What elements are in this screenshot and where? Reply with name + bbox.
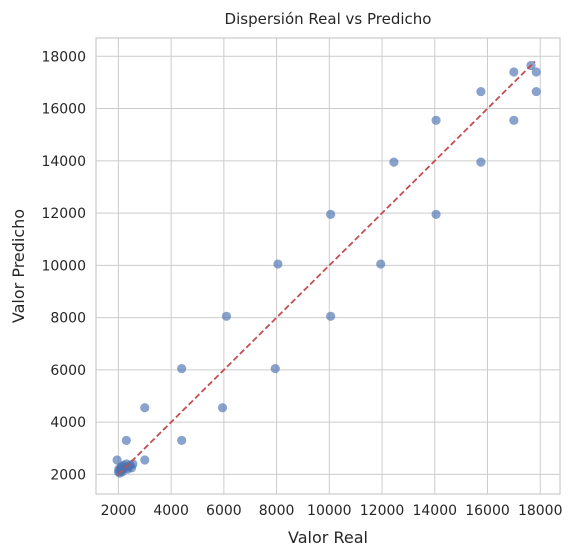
y-tick-label: 16000 xyxy=(41,102,86,118)
data-point xyxy=(376,259,386,269)
x-tick-label: 8000 xyxy=(259,503,295,519)
y-tick-label: 4000 xyxy=(50,415,86,431)
data-point xyxy=(221,311,232,321)
y-tick-label: 2000 xyxy=(50,467,86,483)
reference-line xyxy=(117,60,536,476)
data-point xyxy=(476,157,486,167)
x-tick-label: 14000 xyxy=(412,503,457,519)
data-point xyxy=(431,115,441,125)
y-axis-label: Valor Predicho xyxy=(9,209,28,323)
x-tick-label: 16000 xyxy=(465,503,510,519)
data-point xyxy=(509,115,519,125)
x-tick-label: 18000 xyxy=(518,503,563,519)
data-point xyxy=(270,363,280,374)
chart-title: Dispersión Real vs Predicho xyxy=(225,10,432,28)
data-point xyxy=(177,435,187,446)
x-tick-label: 10000 xyxy=(307,503,352,519)
y-tick-labels: 2000 4000 6000 8000 10000 12000 14000 16000 1800… xyxy=(41,49,86,483)
data-point xyxy=(326,209,336,219)
data-point xyxy=(140,455,150,465)
data-point xyxy=(177,363,187,374)
y-tick-label: 6000 xyxy=(50,363,86,379)
data-point xyxy=(217,403,228,413)
data-point xyxy=(509,67,519,77)
data-point xyxy=(112,455,122,465)
data-point xyxy=(389,157,399,167)
y-tick-label: 12000 xyxy=(41,206,86,222)
data-point xyxy=(273,259,283,269)
x-tick-label: 2000 xyxy=(101,503,137,519)
data-point xyxy=(531,67,541,77)
data-point xyxy=(128,459,138,469)
x-tick-label: 12000 xyxy=(360,503,405,519)
plot-frame xyxy=(95,37,561,495)
y-tick-label: 18000 xyxy=(41,49,86,65)
x-axis-label: Valor Real xyxy=(288,528,368,547)
x-tick-label: 4000 xyxy=(153,503,189,519)
y-tick-label: 10000 xyxy=(41,258,86,274)
x-tick-labels: 2000 4000 6000 8000 10000 12000 14000 16000 1800… xyxy=(101,503,563,519)
data-point xyxy=(431,209,441,219)
plot-area-background xyxy=(96,38,560,494)
y-tick-label: 8000 xyxy=(50,311,86,327)
data-point xyxy=(326,311,336,321)
x-tick-label: 6000 xyxy=(206,503,242,519)
y-tick-label: 14000 xyxy=(41,154,86,170)
data-point xyxy=(140,403,150,413)
data-point xyxy=(121,435,131,446)
data-point xyxy=(476,86,486,97)
data-point xyxy=(531,86,541,97)
